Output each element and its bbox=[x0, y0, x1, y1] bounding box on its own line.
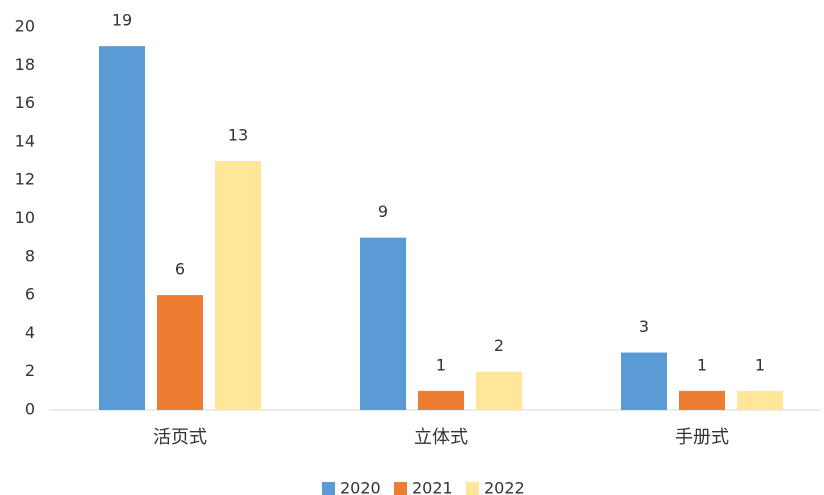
y-tick-label: 10 bbox=[15, 208, 35, 227]
y-tick-label: 20 bbox=[15, 17, 35, 36]
data-label: 1 bbox=[697, 355, 707, 374]
data-label: 1 bbox=[436, 355, 446, 374]
y-tick-label: 14 bbox=[15, 131, 35, 150]
y-tick-label: 4 bbox=[25, 323, 35, 342]
legend-swatch bbox=[466, 482, 479, 495]
y-tick-label: 0 bbox=[25, 400, 35, 419]
data-label: 1 bbox=[755, 355, 765, 374]
y-tick-label: 8 bbox=[25, 246, 35, 265]
y-tick-label: 2 bbox=[25, 361, 35, 380]
data-label: 6 bbox=[175, 260, 185, 279]
bar bbox=[737, 390, 783, 410]
bar bbox=[360, 237, 406, 410]
y-tick-label: 16 bbox=[15, 93, 35, 112]
bar bbox=[418, 390, 464, 410]
data-label: 9 bbox=[378, 202, 388, 221]
bar bbox=[679, 390, 725, 410]
bar bbox=[621, 352, 667, 410]
legend-label: 2022 bbox=[484, 479, 525, 495]
data-label: 13 bbox=[228, 126, 248, 145]
bar bbox=[215, 161, 261, 410]
data-label: 3 bbox=[639, 317, 649, 336]
x-tick-label: 手册式 bbox=[675, 427, 729, 448]
data-label: 2 bbox=[494, 336, 504, 355]
legend-swatch bbox=[394, 482, 407, 495]
x-tick-label: 立体式 bbox=[414, 427, 468, 448]
legend-label: 2020 bbox=[340, 479, 381, 495]
bar bbox=[476, 371, 522, 410]
legend-label: 2021 bbox=[412, 479, 453, 495]
x-tick-label: 活页式 bbox=[153, 427, 207, 448]
y-tick-label: 6 bbox=[25, 285, 35, 304]
data-label: 19 bbox=[112, 11, 132, 30]
y-tick-label: 18 bbox=[15, 55, 35, 74]
y-tick-label: 12 bbox=[15, 170, 35, 189]
bar bbox=[99, 46, 145, 411]
legend-swatch bbox=[322, 482, 335, 495]
bar bbox=[157, 295, 203, 410]
